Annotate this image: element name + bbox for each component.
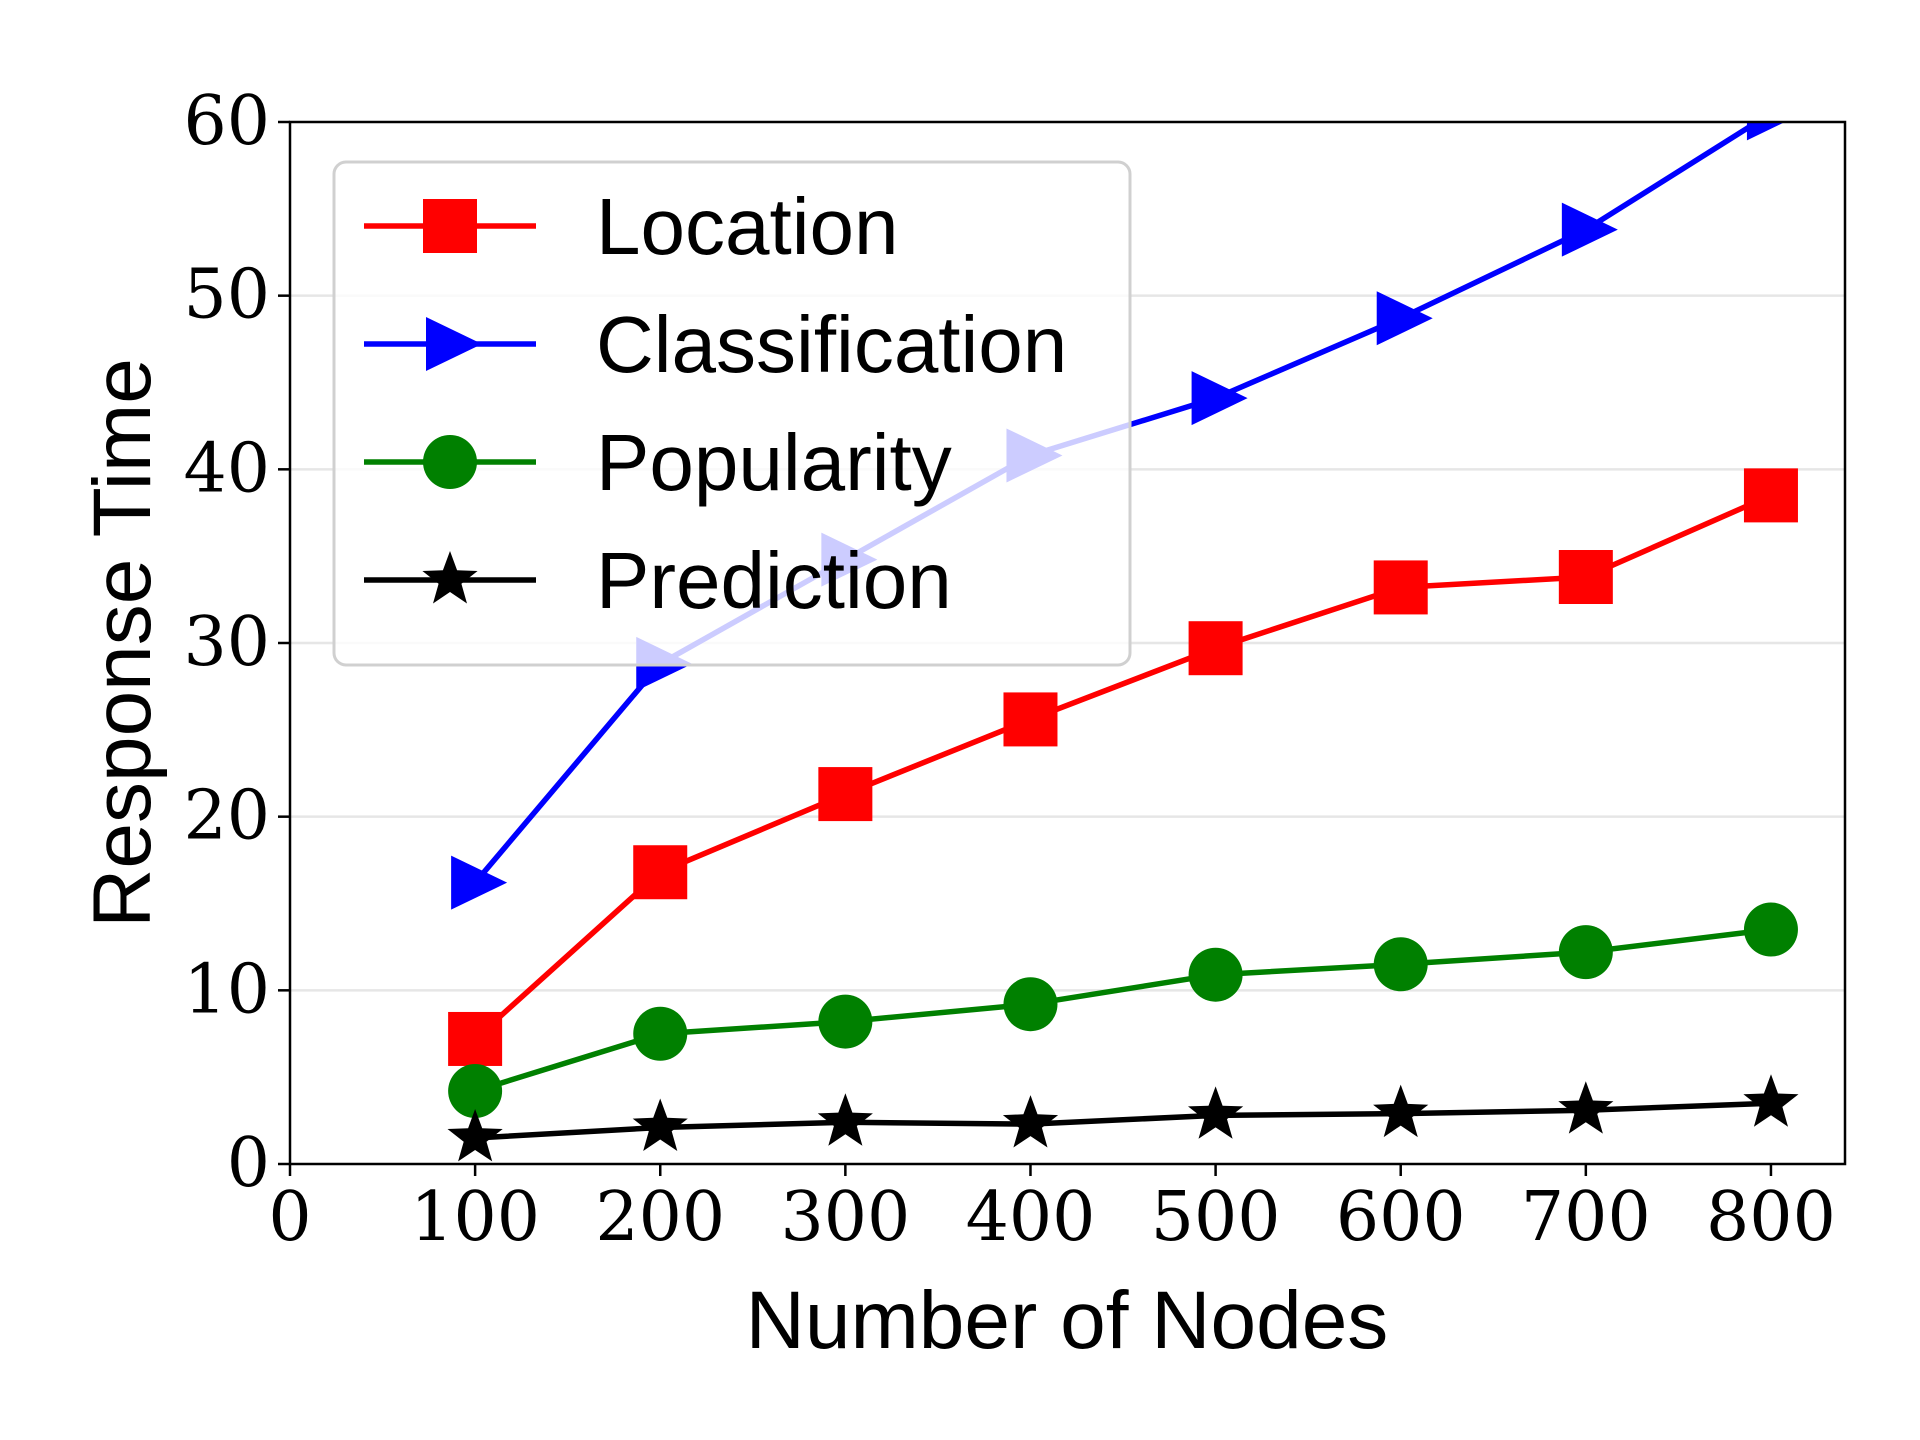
data-point bbox=[1191, 371, 1248, 426]
data-point bbox=[1003, 692, 1058, 747]
data-point bbox=[818, 994, 873, 1049]
data-point bbox=[1743, 1074, 1799, 1127]
data-point bbox=[1746, 122, 1785, 141]
legend-marker bbox=[422, 551, 478, 604]
y-axis: 0 10 20 30 40 50 60 bbox=[183, 82, 290, 1203]
legend-label: Popularity bbox=[596, 418, 952, 507]
legend-frame bbox=[332, 160, 1132, 667]
x-axis-title: Number of Nodes bbox=[746, 1275, 1389, 1366]
x-tick-label: 800 bbox=[1706, 1178, 1836, 1257]
y-tick-label: 20 bbox=[183, 777, 270, 856]
series-line bbox=[474, 926, 1772, 1094]
data-point bbox=[1373, 560, 1428, 615]
series-location bbox=[448, 468, 1798, 1066]
series-line bbox=[474, 1100, 1772, 1141]
legend-label: Location bbox=[596, 182, 898, 271]
data-point bbox=[448, 1011, 503, 1066]
data-point bbox=[1743, 468, 1798, 523]
x-tick-label: 500 bbox=[1151, 1178, 1281, 1257]
data-point bbox=[1188, 621, 1243, 676]
series-line bbox=[473, 492, 1773, 1042]
data-point bbox=[1188, 1086, 1244, 1139]
data-point bbox=[1558, 550, 1613, 605]
data-point bbox=[633, 845, 688, 900]
x-tick-label: 600 bbox=[1336, 1178, 1466, 1257]
y-tick-label: 10 bbox=[183, 950, 270, 1029]
data-point bbox=[632, 1098, 688, 1151]
y-tick-label: 40 bbox=[183, 429, 270, 508]
series-prediction bbox=[447, 1074, 1799, 1162]
data-point bbox=[817, 1093, 873, 1146]
data-point bbox=[1373, 937, 1428, 992]
legend-item: Classification bbox=[364, 300, 1067, 389]
data-point bbox=[451, 855, 508, 910]
y-tick-label: 50 bbox=[183, 256, 270, 335]
y-tick-label: 30 bbox=[183, 603, 270, 682]
x-tick-label: 400 bbox=[966, 1178, 1096, 1257]
data-point bbox=[448, 1064, 503, 1119]
data-point bbox=[1743, 902, 1798, 957]
legend-item: Location bbox=[364, 182, 898, 271]
y-tick-label: 0 bbox=[227, 1124, 270, 1203]
x-tick-label: 300 bbox=[780, 1178, 910, 1257]
x-tick-label: 0 bbox=[268, 1178, 311, 1257]
legend-item: Popularity bbox=[364, 418, 952, 507]
data-point bbox=[1188, 947, 1243, 1002]
legend: Location Classification Popularity Predicti… bbox=[332, 160, 1132, 667]
data-point bbox=[1558, 1081, 1614, 1134]
series-popularity bbox=[448, 902, 1798, 1119]
x-tick-label: 100 bbox=[410, 1178, 540, 1257]
x-tick-label: 700 bbox=[1521, 1178, 1651, 1257]
data-point bbox=[1376, 291, 1433, 346]
data-point bbox=[447, 1109, 503, 1162]
data-point bbox=[818, 767, 873, 822]
data-point bbox=[1558, 925, 1613, 980]
x-tick-label: 200 bbox=[595, 1178, 725, 1257]
x-axis: 0 100 200 300 400 500 600 700 800 bbox=[268, 1164, 1836, 1257]
legend-marker bbox=[423, 199, 477, 253]
y-axis-title: Response Time bbox=[77, 358, 168, 928]
y-tick-label: 60 bbox=[183, 82, 270, 161]
legend-marker bbox=[423, 435, 477, 489]
data-point bbox=[1002, 1095, 1059, 1148]
data-point bbox=[1003, 977, 1058, 1032]
data-point bbox=[1373, 1084, 1429, 1138]
legend-item: Prediction bbox=[364, 536, 952, 625]
legend-marker bbox=[426, 317, 482, 371]
data-point bbox=[1561, 202, 1618, 257]
legend-label: Prediction bbox=[596, 536, 952, 625]
data-point bbox=[633, 1006, 688, 1061]
legend-label: Classification bbox=[596, 300, 1067, 389]
